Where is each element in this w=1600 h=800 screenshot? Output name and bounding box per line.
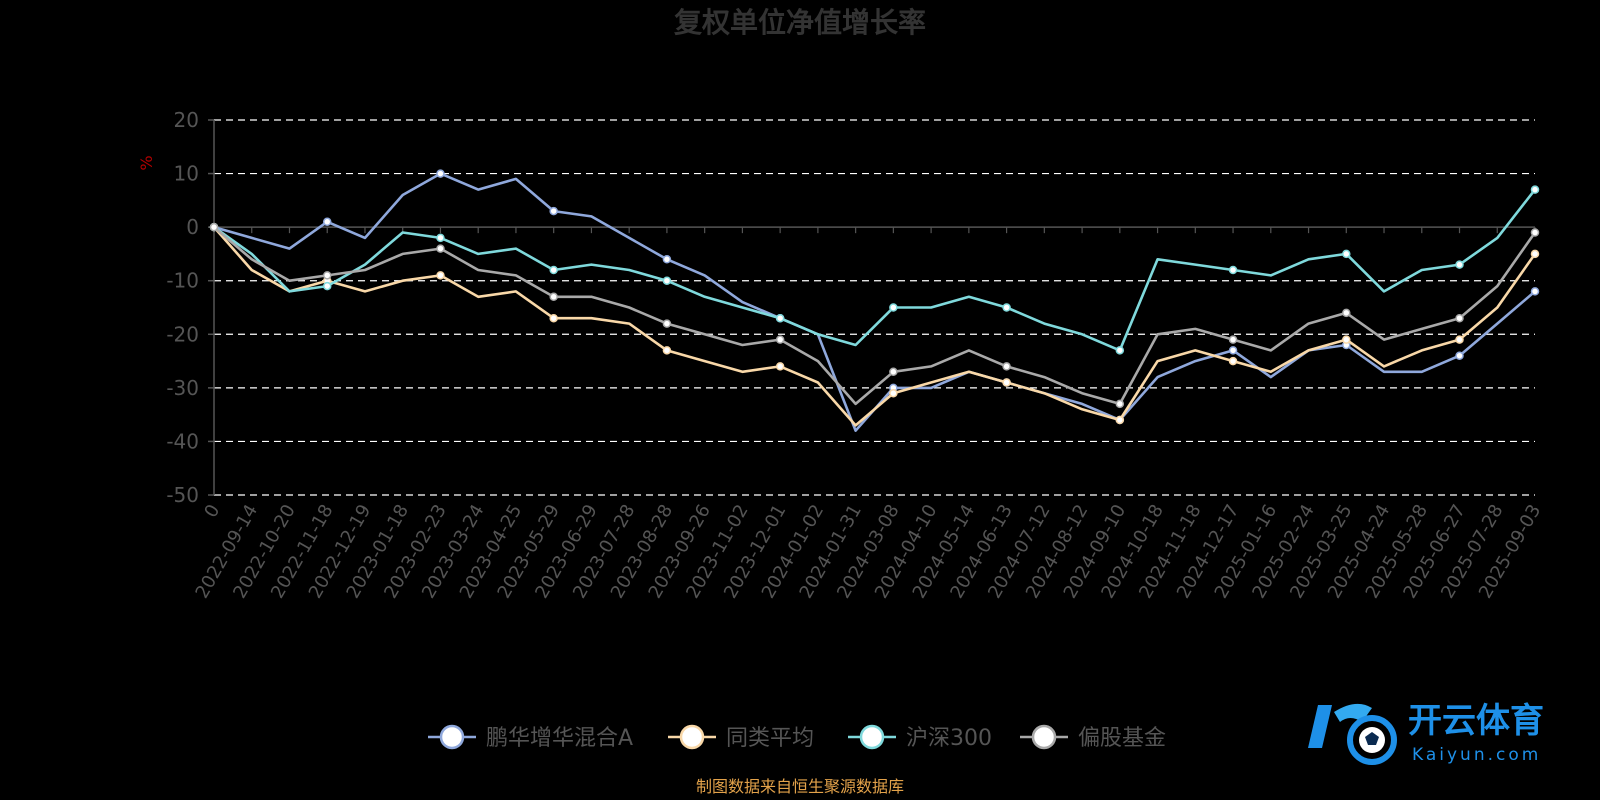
legend-label: 偏股基金 [1078, 726, 1166, 751]
y-tick-labels: 20 10 0 -10 -20 -30 -40 -50 [166, 108, 199, 507]
data-point [1455, 313, 1464, 323]
data-point [1228, 265, 1238, 275]
data-point [1342, 335, 1351, 344]
data-point [209, 222, 219, 232]
legend-item-3[interactable]: 偏股基金 [1020, 724, 1166, 751]
data-point [1455, 260, 1464, 269]
data-point [322, 281, 332, 291]
data-point [1455, 335, 1464, 344]
data-point [662, 346, 672, 355]
grid-lines [214, 119, 1535, 496]
data-point [1115, 415, 1125, 425]
data-point [1228, 335, 1238, 344]
y-tick-label: 0 [186, 215, 199, 239]
data-point [1115, 346, 1125, 355]
y-tick-label: 20 [174, 108, 199, 132]
data-point [549, 292, 558, 302]
source-note: 制图数据来自恒生聚源数据库 [696, 777, 904, 796]
data-point [889, 367, 898, 377]
series-line-0 [213, 172, 1536, 433]
legend-swatch-marker [439, 724, 465, 750]
y-tick-label: -50 [166, 483, 199, 507]
data-point [1342, 308, 1351, 318]
y-axis-unit: % [137, 155, 156, 170]
data-point [1002, 303, 1011, 312]
data-point [436, 244, 445, 253]
legend-item-1[interactable]: 同类平均 [668, 724, 814, 751]
legend-swatch-marker [679, 724, 705, 750]
data-point [775, 335, 785, 344]
legend-item-0[interactable]: 鹏华增华混合A [428, 724, 633, 751]
y-tick-label: -40 [166, 429, 199, 453]
series-lines [209, 169, 1540, 433]
data-point [436, 233, 445, 243]
data-point [1530, 185, 1540, 194]
legend-item-2[interactable]: 沪深300 [848, 724, 992, 751]
watermark-logo: 开云体育 Kaiyun.com [1308, 701, 1544, 765]
data-point [662, 319, 672, 328]
y-tick-label: -30 [166, 376, 199, 400]
axes [208, 119, 1536, 496]
data-point [1530, 287, 1540, 296]
data-point [436, 169, 445, 178]
data-point [1455, 351, 1464, 360]
data-point [1228, 356, 1238, 366]
x-tick-labels: 02022-09-142022-10-202022-11-182022-12-1… [192, 501, 1546, 602]
kaiyun-logo-icon [1308, 703, 1397, 765]
y-tick-label: 10 [174, 162, 199, 186]
watermark-en: Kaiyun.com [1412, 745, 1541, 765]
data-point [662, 255, 672, 264]
chart-title: 复权单位净值增长率 [674, 6, 926, 39]
data-point [889, 388, 898, 398]
legend-swatch-marker [859, 724, 885, 750]
data-point [775, 362, 785, 371]
data-point [1530, 228, 1540, 237]
data-point [549, 206, 558, 216]
data-point [322, 217, 332, 227]
data-point [1002, 378, 1011, 387]
legend-label: 同类平均 [726, 726, 814, 751]
series-line-3 [213, 226, 1537, 406]
data-point [1342, 249, 1351, 259]
data-point [549, 265, 558, 275]
data-point [1002, 362, 1011, 371]
series-line-1 [213, 226, 1537, 427]
legend-swatch-marker [1031, 724, 1057, 750]
data-point [436, 271, 445, 280]
watermark-cn: 开云体育 [1408, 701, 1544, 741]
data-point [549, 313, 558, 323]
legend-label: 沪深300 [906, 726, 992, 751]
legend-label: 鹏华增华混合A [486, 726, 633, 751]
data-point [889, 303, 898, 312]
data-point [1228, 346, 1238, 355]
y-tick-label: -10 [166, 269, 199, 293]
data-point [662, 276, 672, 285]
data-point [322, 271, 332, 280]
legend: 鹏华增华混合A 同类平均 沪深300 偏股基金 [428, 724, 1166, 751]
data-point [775, 313, 785, 323]
x-tick-label: 0 [200, 501, 224, 521]
series-line-2 [213, 188, 1537, 352]
data-point [1115, 399, 1125, 409]
y-tick-label: -20 [166, 322, 199, 346]
data-point [1530, 249, 1540, 259]
